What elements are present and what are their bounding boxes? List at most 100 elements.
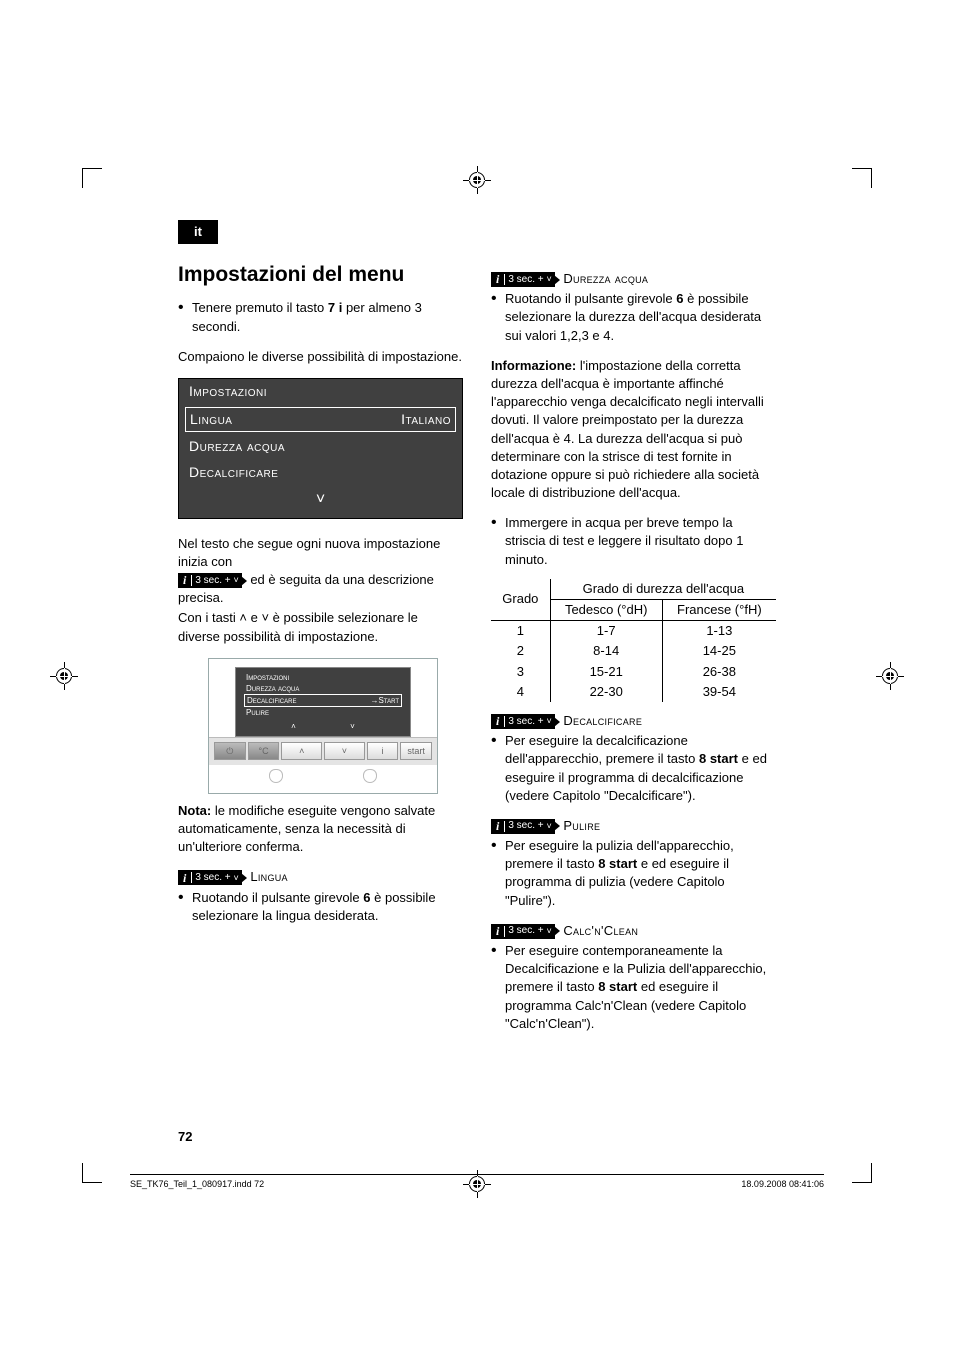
pill-label: 3 sec. + xyxy=(508,273,543,287)
cell: 4 xyxy=(491,682,550,702)
mini-row: Pulire xyxy=(244,707,402,718)
durezza-title: Durezza acqua xyxy=(563,271,648,286)
crop-mark xyxy=(852,168,872,188)
right-column: i3 sec. + ˅ Durezza acqua Ruotando il pu… xyxy=(491,260,776,1035)
th-fr: Francese (°fH) xyxy=(662,600,776,621)
crop-mark xyxy=(82,1163,102,1183)
registration-mark xyxy=(465,168,489,192)
pill-label: 3 sec. + xyxy=(195,871,230,885)
th-span: Grado di durezza dell'acqua xyxy=(550,579,776,600)
pill-label: 3 sec. + xyxy=(195,574,230,588)
info-pill: i3 sec. + ˅ xyxy=(491,924,555,939)
page-content: Impostazioni del menu Tenere premuto il … xyxy=(178,260,776,1035)
triangle-icon xyxy=(554,821,560,831)
display-title: Impostazioni xyxy=(179,379,462,405)
info-pill: i3 sec. + ˅ xyxy=(491,819,555,834)
note-text: le modifiche eseguite vengono salvate au… xyxy=(178,803,435,854)
para2-text: Nel testo che segue ogni nuova impostazi… xyxy=(178,536,440,569)
intro-para: Compaiono le diverse possibilità di impo… xyxy=(178,348,463,366)
pulire-head: i3 sec. + ˅ Pulire xyxy=(491,817,776,835)
decalc-head: i3 sec. + ˅ Decalcificare xyxy=(491,712,776,730)
registration-mark xyxy=(52,664,76,688)
triangle-icon xyxy=(554,717,560,727)
info-pill: i3 sec. + ˅ xyxy=(491,272,555,287)
durezza-head: i3 sec. + ˅ Durezza acqua xyxy=(491,270,776,288)
durezza-bullet2: Immergere in acqua per breve tempo la st… xyxy=(491,514,776,569)
lingua-title: Lingua xyxy=(250,869,288,884)
triangle-icon xyxy=(554,275,560,285)
start-btn-illus: start xyxy=(400,742,432,760)
calc-head: i3 sec. + ˅ Calc'n'Clean xyxy=(491,922,776,940)
language-tab: it xyxy=(178,220,218,244)
hardness-table: Grado Grado di durezza dell'acqua Tedesc… xyxy=(491,579,776,702)
mini-row: Durezza acqua xyxy=(244,683,402,694)
control-panel-illustration: Impostazioni Durezza acqua Decalcificare… xyxy=(208,658,438,794)
temp-btn-illus: °C xyxy=(248,742,280,760)
left-column: Impostazioni del menu Tenere premuto il … xyxy=(178,260,463,1035)
display-sel-right: Italiano xyxy=(401,410,451,430)
note: Nota: le modifiche eseguite vengono salv… xyxy=(178,802,463,857)
page-number: 72 xyxy=(178,1128,192,1146)
cell: 1-7 xyxy=(550,621,662,642)
mini-row-selected: Decalcificare →Start xyxy=(244,694,402,707)
decalc-title: Decalcificare xyxy=(563,713,642,728)
mini-r3r: →Start xyxy=(371,695,399,706)
up-btn-illus: ˄ xyxy=(281,742,322,760)
info-text: l'impostazione della corretta durezza de… xyxy=(491,358,764,500)
display-sel-left: Lingua xyxy=(190,410,232,430)
triangle-icon xyxy=(554,926,560,936)
registration-mark xyxy=(878,664,902,688)
footer-left: SE_TK76_Teil_1_080917.indd 72 xyxy=(130,1178,264,1191)
cell: 2 xyxy=(491,641,550,661)
info-label: Informazione: xyxy=(491,358,576,373)
pill-label: 3 sec. + xyxy=(508,924,543,938)
crop-mark xyxy=(82,168,102,188)
cell: 15-21 xyxy=(550,662,662,682)
panel-buttons: ⏻ °C ˄ ˅ i start xyxy=(209,737,437,765)
down-btn-illus: ˅ xyxy=(324,742,365,760)
mini-r3l: Decalcificare xyxy=(247,695,296,706)
th-grado: Grado xyxy=(491,579,550,621)
cell: 3 xyxy=(491,662,550,682)
info-pill: i3 sec. + ˅ xyxy=(178,573,242,588)
mini-display: Impostazioni Durezza acqua Decalcificare… xyxy=(235,667,411,737)
cell: 22-30 xyxy=(550,682,662,702)
pill-label: 3 sec. + xyxy=(508,819,543,833)
pill-label: 3 sec. + xyxy=(508,715,543,729)
cell: 1-13 xyxy=(662,621,776,642)
info-pill: i3 sec. + ˅ xyxy=(178,870,242,885)
info-btn-illus: i xyxy=(367,742,399,760)
footer: SE_TK76_Teil_1_080917.indd 72 18.09.2008… xyxy=(130,1174,824,1191)
intro-bullet: Tenere premuto il tasto 7 i per almeno 3… xyxy=(178,299,463,335)
para3: Con i tasti ˄ e ˅ è possibile selezionar… xyxy=(178,609,463,645)
cell: 14-25 xyxy=(662,641,776,661)
mini-arrows: ˄˅ xyxy=(244,719,402,732)
page-title: Impostazioni del menu xyxy=(178,260,463,289)
note-label: Nota: xyxy=(178,803,211,818)
lingua-head: i3 sec. + ˅ Lingua xyxy=(178,868,463,886)
cell: 8-14 xyxy=(550,641,662,661)
calc-bullet: Per eseguire contemporaneamente la Decal… xyxy=(491,942,776,1033)
display-down-arrow: ˅ xyxy=(179,485,462,517)
decalc-bullet: Per eseguire la decalcificazione dell'ap… xyxy=(491,732,776,805)
durezza-bullet: Ruotando il pulsante girevole 6 è possib… xyxy=(491,290,776,345)
triangle-icon xyxy=(241,873,247,883)
display-illustration: Impostazioni Lingua Italiano Durezza acq… xyxy=(178,378,463,519)
display-row: Decalcificare xyxy=(179,460,462,486)
calc-title: Calc'n'Clean xyxy=(563,923,638,938)
display-selected-row: Lingua Italiano xyxy=(185,407,456,433)
crop-mark xyxy=(852,1163,872,1183)
power-btn-illus: ⏻ xyxy=(214,742,246,760)
cell: 26-38 xyxy=(662,662,776,682)
para2: Nel testo che segue ogni nuova impostazi… xyxy=(178,535,463,608)
display-row: Durezza acqua xyxy=(179,434,462,460)
cell: 1 xyxy=(491,621,550,642)
mini-row: Impostazioni xyxy=(244,672,402,683)
panel-feet xyxy=(209,765,437,793)
cell: 39-54 xyxy=(662,682,776,702)
durezza-info: Informazione: l'impostazione della corre… xyxy=(491,357,776,503)
lingua-bullet: Ruotando il pulsante girevole 6 è possib… xyxy=(178,889,463,925)
footer-right: 18.09.2008 08:41:06 xyxy=(741,1178,824,1191)
pulire-title: Pulire xyxy=(563,818,600,833)
th-de: Tedesco (°dH) xyxy=(550,600,662,621)
